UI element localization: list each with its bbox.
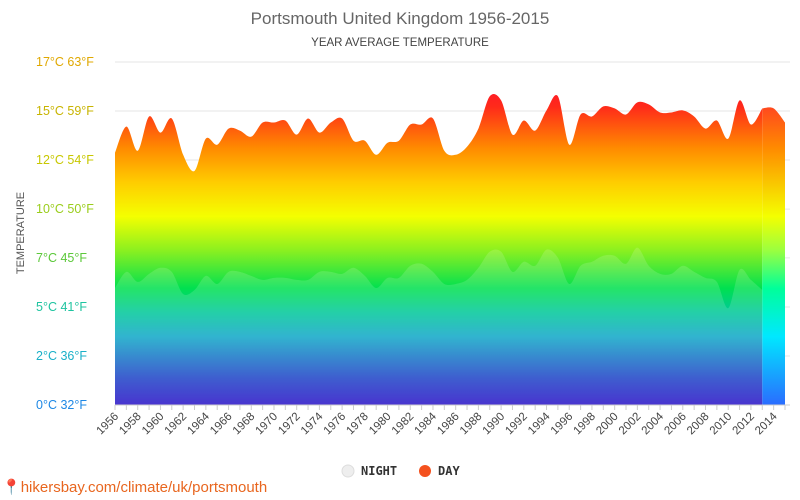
x-tick-label: 1968	[231, 411, 258, 438]
legend-item-day[interactable]: DAY	[419, 464, 460, 478]
legend-day-label: DAY	[438, 464, 460, 478]
y-tick-label: 7°C 45°F	[36, 251, 87, 265]
x-tick-label: 1984	[413, 410, 440, 437]
y-tick-label: 0°C 32°F	[36, 398, 87, 412]
day-series-area	[115, 93, 763, 406]
y-axis-title: TEMPERATURE	[15, 192, 27, 274]
y-tick-label: 5°C 41°F	[36, 300, 87, 314]
chart-title: Portsmouth United Kingdom 1956-2015	[251, 9, 550, 28]
location-pin-icon: 📍	[2, 479, 21, 496]
x-tick-label: 1986	[435, 411, 462, 438]
y-tick-label: 12°C 54°F	[36, 153, 94, 167]
source-credit[interactable]: 📍hikersbay.com/climate/uk/portsmouth	[2, 478, 267, 496]
x-axis: 1956195819601962196419661968197019721974…	[95, 404, 790, 438]
x-tick-label: 1980	[367, 411, 394, 438]
legend-night-marker	[341, 464, 355, 478]
x-tick-label: 2002	[617, 411, 644, 438]
x-tick-label: 1998	[571, 411, 598, 438]
chart-subtitle: YEAR AVERAGE TEMPERATURE	[311, 37, 489, 49]
x-tick-label: 2004	[640, 410, 667, 437]
day-series-area-tail	[762, 107, 785, 405]
plot-area	[115, 93, 785, 406]
y-tick-label: 10°C 50°F	[36, 202, 94, 216]
legend-item-night[interactable]: NIGHT	[341, 464, 397, 478]
x-tick-label: 2006	[662, 411, 689, 438]
x-tick-label: 1988	[458, 411, 485, 438]
legend-day-marker	[419, 465, 431, 477]
night-series-area	[115, 247, 763, 405]
x-tick-label: 1958	[117, 411, 144, 438]
x-tick-label: 1966	[208, 411, 235, 438]
y-axis: 0°C 32°F 2°C 36°F 5°C 41°F 7°C 45°F 10°C 50°…	[36, 55, 94, 412]
x-tick-label: 2010	[708, 411, 735, 438]
x-tick-label: 1974	[299, 410, 326, 437]
x-tick-label: 2000	[594, 411, 621, 438]
x-tick-label: 1994	[526, 410, 553, 437]
y-tick-label: 17°C 63°F	[36, 55, 94, 69]
x-tick-label: 1990	[481, 411, 508, 438]
x-tick-label: 1996	[549, 411, 576, 438]
x-tick-label: 1976	[322, 411, 349, 438]
legend: NIGHT DAY	[341, 464, 460, 478]
x-tick-label: 1964	[185, 410, 212, 437]
x-tick-label: 1982	[390, 411, 417, 438]
x-tick-label: 2008	[685, 411, 712, 438]
x-tick-label: 1962	[163, 411, 190, 438]
x-tick-label: 2012	[730, 411, 757, 438]
source-link[interactable]: hikersbay.com/climate/uk/portsmouth	[20, 479, 268, 496]
x-tick-label: 1956	[95, 411, 122, 438]
y-tick-label: 15°C 59°F	[36, 104, 94, 118]
legend-night-label: NIGHT	[361, 464, 397, 478]
x-tick-label: 1970	[254, 411, 281, 438]
x-tick-label: 1978	[344, 411, 371, 438]
x-tick-label: 1992	[503, 411, 530, 438]
x-tick-label: 2014	[753, 410, 780, 437]
x-tick-label: 1972	[276, 411, 303, 438]
y-tick-label: 2°C 36°F	[36, 349, 87, 363]
x-tick-label: 1960	[140, 411, 167, 438]
